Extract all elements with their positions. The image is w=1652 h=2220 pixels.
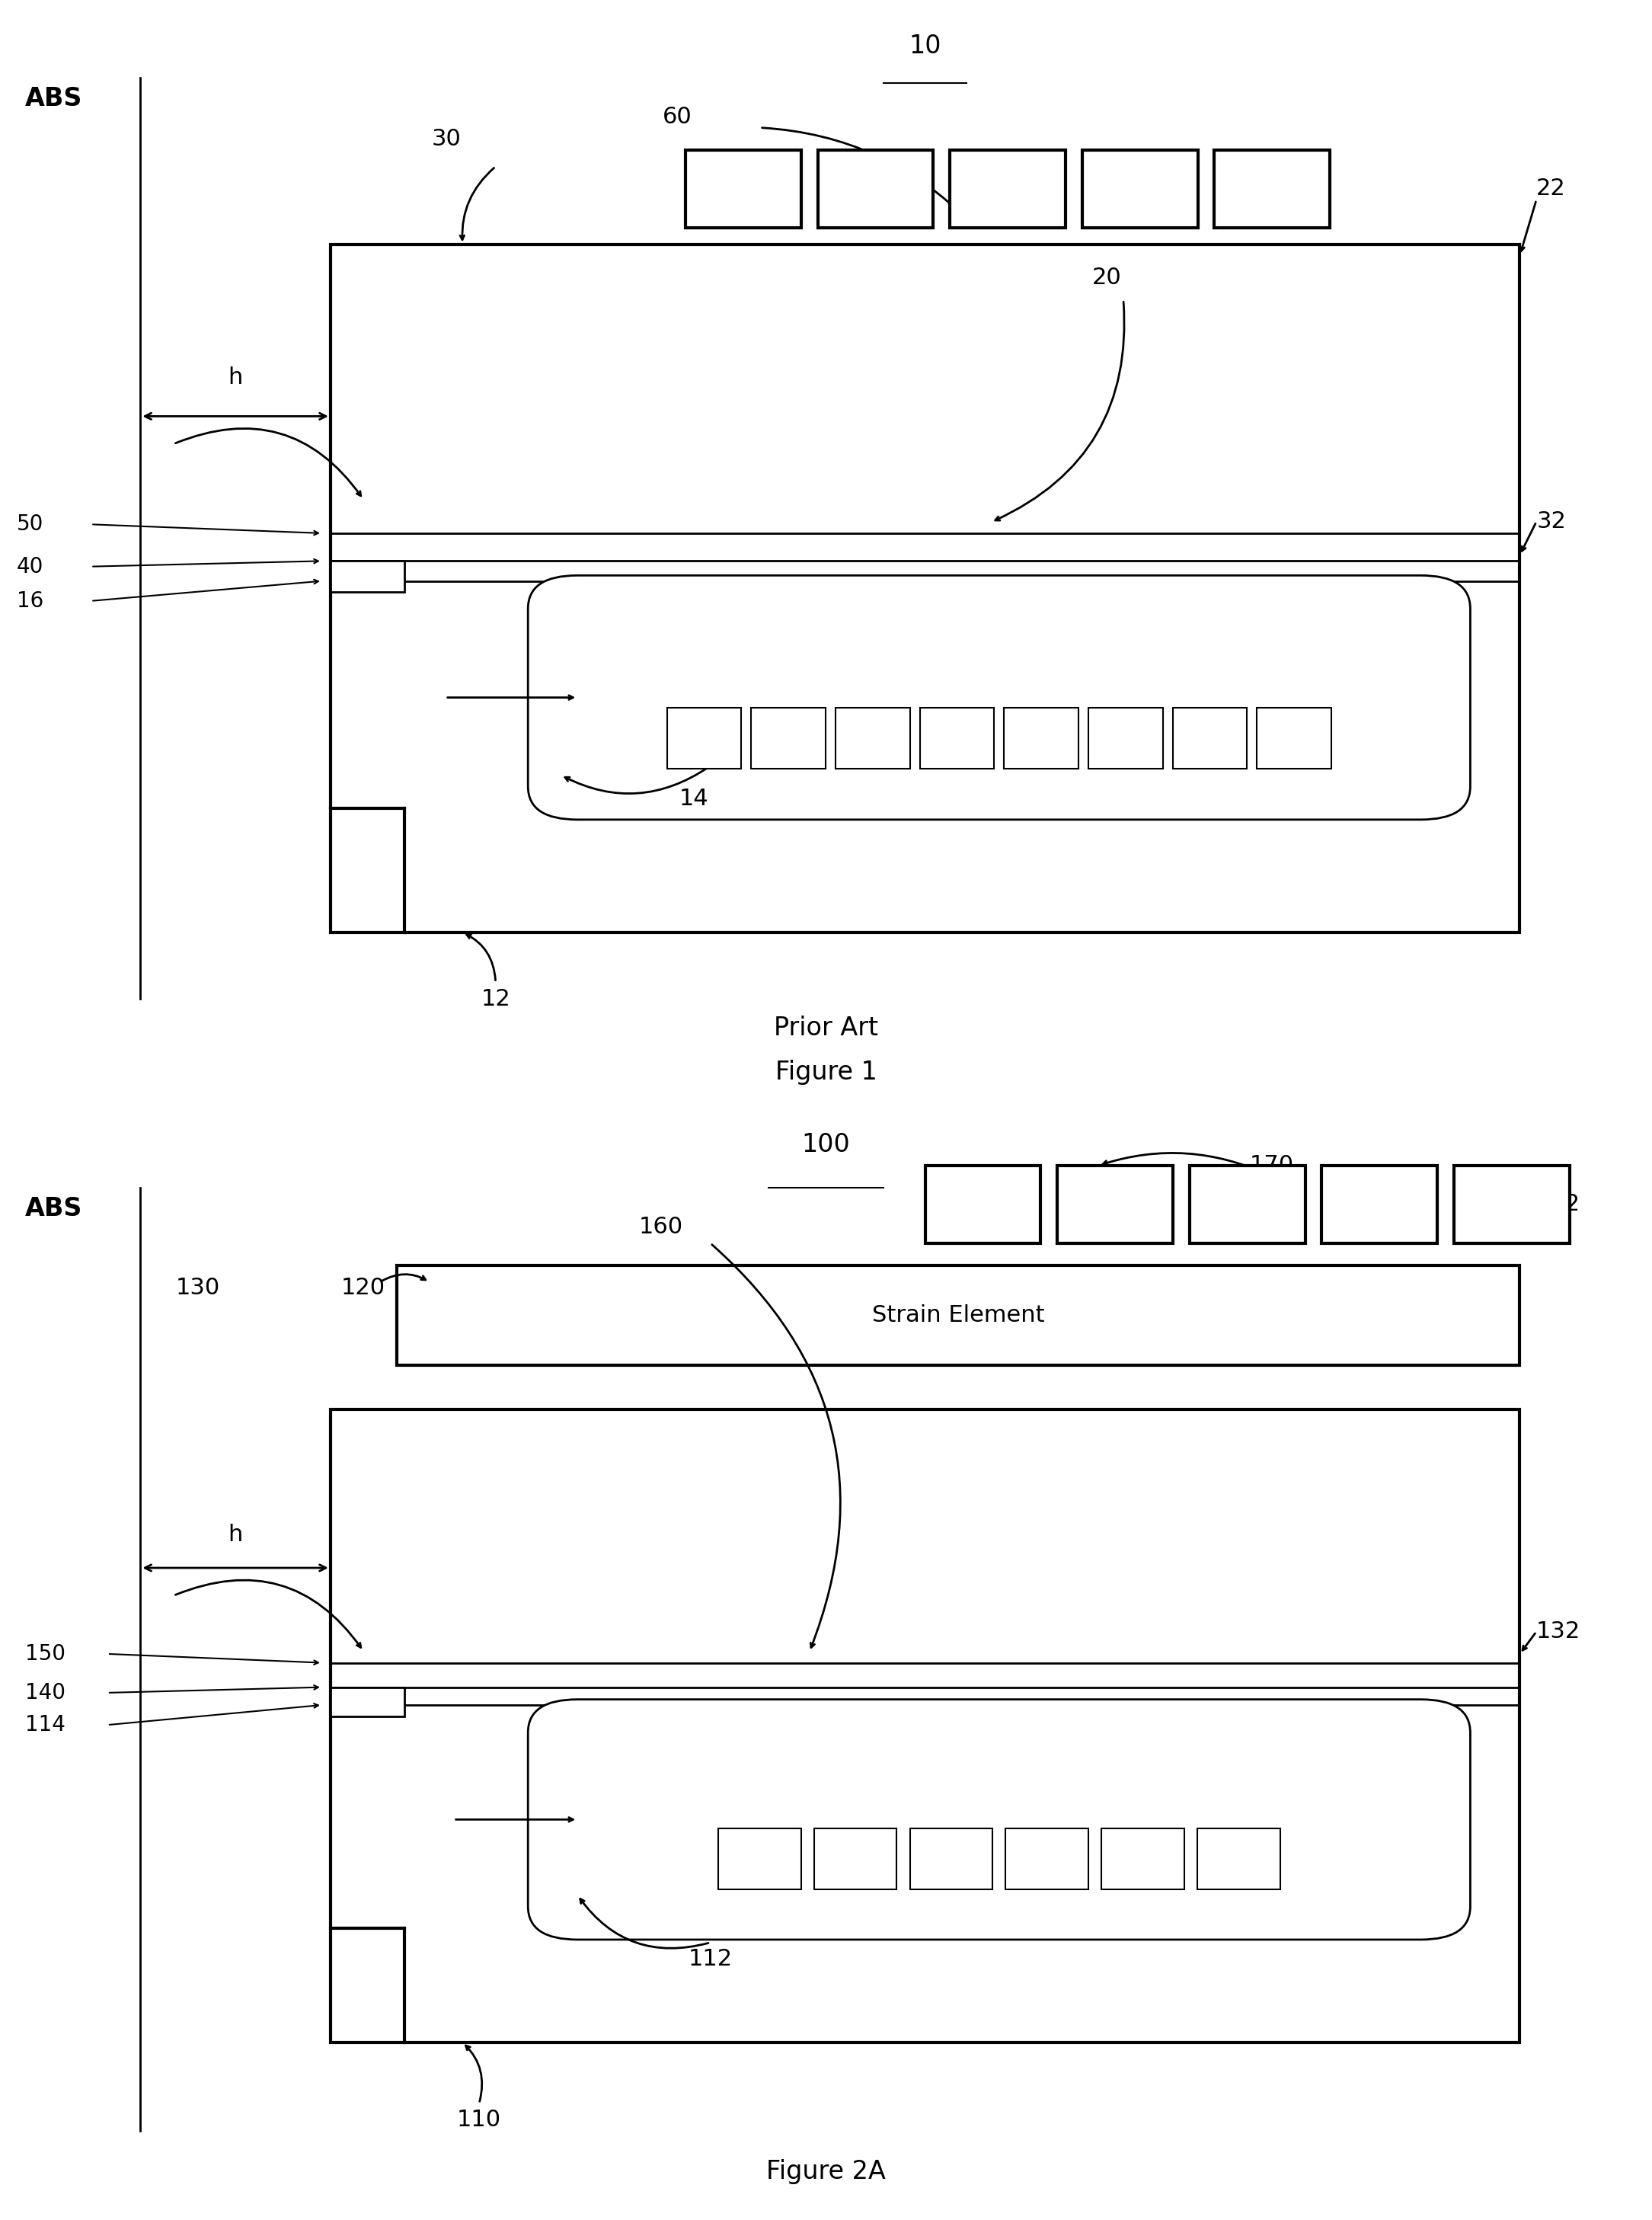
Bar <box>1089 708 1163 768</box>
Text: 140: 140 <box>25 1683 64 1703</box>
Bar <box>330 562 405 593</box>
Text: 22: 22 <box>1536 178 1566 200</box>
Text: 112: 112 <box>689 1949 732 1969</box>
Text: 16: 16 <box>17 591 43 613</box>
Text: ABS: ABS <box>25 87 83 111</box>
Text: h: h <box>228 1523 243 1545</box>
FancyBboxPatch shape <box>529 575 1470 819</box>
Text: 150: 150 <box>25 1643 64 1665</box>
Text: 10: 10 <box>909 33 942 58</box>
Bar <box>925 1166 1041 1243</box>
Text: 14: 14 <box>679 788 709 810</box>
Bar <box>1057 1166 1173 1243</box>
Text: Prior Art: Prior Art <box>773 1017 879 1041</box>
Bar <box>1214 151 1330 229</box>
Text: 50: 50 <box>17 513 43 535</box>
Text: 30: 30 <box>431 129 461 149</box>
Bar <box>330 244 1520 932</box>
Text: Strain Element: Strain Element <box>872 1305 1044 1325</box>
Bar <box>910 1829 993 1889</box>
Text: h: h <box>228 366 243 388</box>
Text: 114: 114 <box>25 1714 64 1736</box>
Text: 32: 32 <box>1536 511 1566 533</box>
Bar <box>1189 1166 1305 1243</box>
Bar <box>1322 1166 1437 1243</box>
Bar <box>1082 151 1198 229</box>
Bar <box>814 1829 897 1889</box>
Bar <box>667 708 742 768</box>
Bar <box>920 708 995 768</box>
Text: 160: 160 <box>639 1217 682 1239</box>
Bar <box>752 708 826 768</box>
Text: 100: 100 <box>801 1132 851 1157</box>
Text: Figure 2A: Figure 2A <box>767 2158 885 2184</box>
Bar <box>1454 1166 1569 1243</box>
Text: 110: 110 <box>458 2109 501 2131</box>
Bar <box>1198 1829 1280 1889</box>
Bar <box>1004 708 1079 768</box>
Text: 130: 130 <box>177 1276 220 1299</box>
Bar <box>836 708 910 768</box>
Bar <box>1173 708 1247 768</box>
Text: 122: 122 <box>1536 1194 1581 1214</box>
Bar <box>1006 1829 1089 1889</box>
Bar <box>330 1410 1520 2042</box>
Bar <box>1257 708 1332 768</box>
Bar <box>396 1265 1520 1365</box>
Bar <box>818 151 933 229</box>
Text: 120: 120 <box>342 1276 385 1299</box>
Text: 60: 60 <box>662 107 692 129</box>
Text: 20: 20 <box>1092 266 1122 289</box>
FancyBboxPatch shape <box>529 1701 1470 1940</box>
Bar <box>719 1829 801 1889</box>
Text: Figure 1: Figure 1 <box>775 1061 877 1086</box>
Text: 40: 40 <box>17 555 43 577</box>
Bar <box>686 151 801 229</box>
Bar <box>330 1687 405 1716</box>
Bar <box>950 151 1066 229</box>
Text: 12: 12 <box>481 988 510 1010</box>
Text: 132: 132 <box>1536 1621 1581 1643</box>
Text: ABS: ABS <box>25 1197 83 1221</box>
Text: 170: 170 <box>1251 1154 1294 1177</box>
Bar <box>1102 1829 1184 1889</box>
